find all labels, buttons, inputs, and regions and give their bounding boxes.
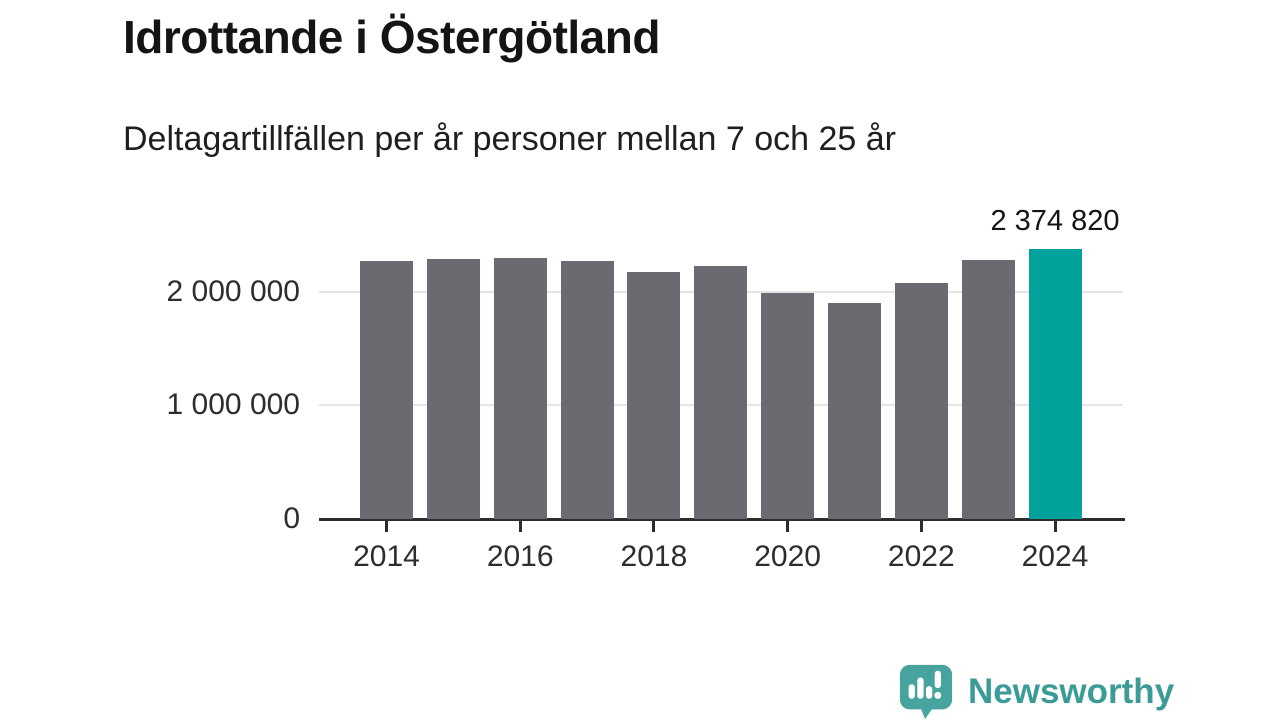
- bar-2014: [360, 260, 413, 519]
- y-axis-tick-label: 1 000 000: [166, 388, 300, 422]
- bar-2015: [426, 258, 480, 519]
- x-axis-tick-label: 2020: [754, 540, 821, 573]
- x-axis-tick: [786, 521, 790, 532]
- newsworthy-logo-icon: [899, 664, 953, 720]
- bar-2020: [761, 292, 815, 519]
- x-axis-tick: [385, 521, 388, 532]
- bar-2019: [694, 266, 748, 519]
- bar-2024: [1028, 248, 1082, 519]
- x-axis-tick: [518, 521, 522, 532]
- logo-bar-1: [908, 684, 915, 699]
- logo-bar-2: [917, 677, 924, 699]
- y-axis-tick-label: 2 000 000: [166, 274, 300, 308]
- newsworthy-logo: Newsworthy: [897, 663, 1174, 720]
- bar-2021: [827, 302, 881, 519]
- x-axis-tick: [1053, 521, 1057, 532]
- chart-title: Idrottande i Östergötland: [123, 11, 660, 63]
- x-axis-tick: [652, 521, 656, 532]
- x-axis-tick-label: 2018: [620, 540, 688, 573]
- bar-2016: [493, 257, 547, 519]
- bar-2022: [894, 282, 948, 519]
- x-axis-tick: [919, 521, 923, 532]
- logo-bar-3: [926, 686, 933, 699]
- newsworthy-logo-text: Newsworthy: [968, 671, 1175, 711]
- logo-exclamation-stem: [934, 670, 941, 689]
- y-axis-tick-label: 0: [283, 502, 300, 535]
- x-axis-tick-label: 2016: [486, 540, 554, 573]
- bar-2018: [627, 272, 681, 519]
- x-axis-tick-label: 2022: [887, 540, 955, 573]
- logo-exclamation-dot: [934, 691, 942, 699]
- x-axis-line: [319, 518, 1125, 521]
- bar-2017: [560, 261, 614, 519]
- x-axis-tick-label: 2014: [353, 540, 420, 573]
- bar-value-label: 2 374 820: [990, 204, 1120, 237]
- x-axis-tick-label: 2024: [1021, 540, 1089, 573]
- chart-subtitle: Deltagartillfällen per år personer mella…: [123, 120, 896, 158]
- bar-2023: [961, 260, 1015, 519]
